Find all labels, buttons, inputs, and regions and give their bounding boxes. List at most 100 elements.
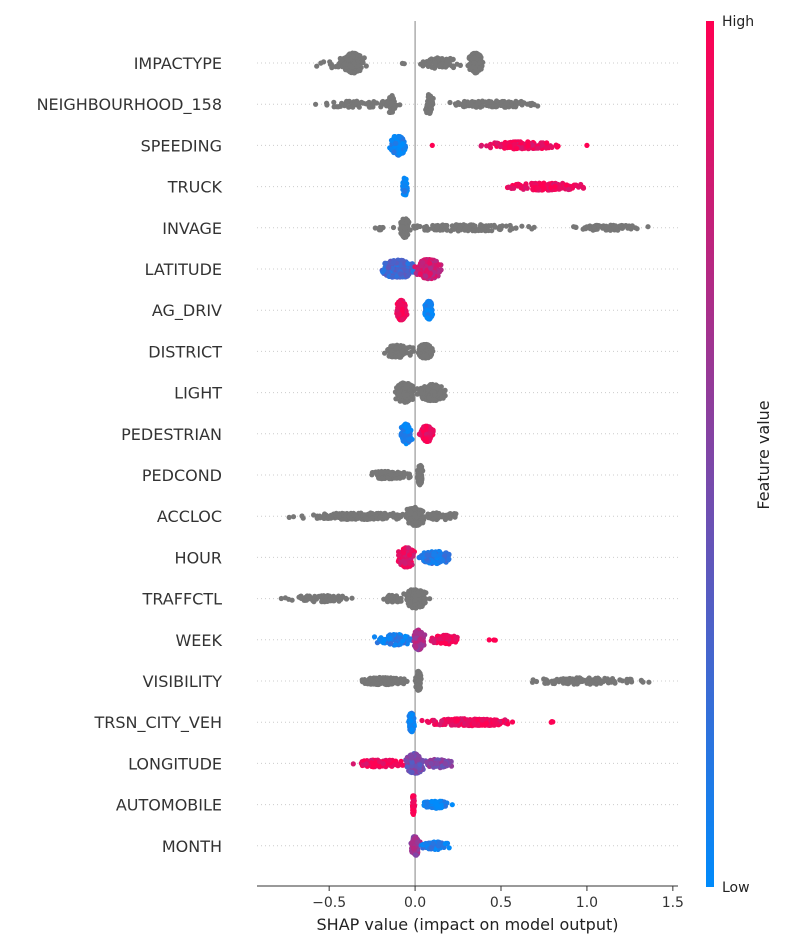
shap-point xyxy=(523,181,529,187)
shap-point xyxy=(396,135,402,141)
shap-point xyxy=(354,98,360,104)
shap-point xyxy=(438,640,444,646)
shap-point xyxy=(513,225,519,231)
shap-point xyxy=(525,142,531,149)
feature-points-district xyxy=(382,341,436,361)
shap-point xyxy=(430,516,436,522)
shap-point xyxy=(497,144,503,150)
shap-point xyxy=(486,103,492,109)
shap-point xyxy=(506,184,512,190)
shap-point xyxy=(472,223,478,229)
shap-point xyxy=(461,101,467,107)
shap-point xyxy=(571,224,577,230)
shap-point xyxy=(576,678,582,684)
shap-point xyxy=(471,64,477,70)
shap-point xyxy=(338,594,344,600)
shap-point xyxy=(421,224,427,230)
feature-points-pedcond xyxy=(369,462,426,488)
shap-point xyxy=(429,64,435,70)
shap-point xyxy=(573,182,579,188)
feature-points-accloc xyxy=(286,504,459,529)
shap-point xyxy=(419,642,425,648)
shap-point xyxy=(388,640,394,647)
shap-point xyxy=(477,64,484,71)
shap-point xyxy=(371,634,378,640)
shap-point xyxy=(417,481,423,487)
shap-point xyxy=(407,510,413,516)
shap-point xyxy=(399,316,405,323)
shap-point xyxy=(415,266,421,272)
shap-point xyxy=(402,560,408,567)
shap-point xyxy=(396,512,402,519)
shap-point xyxy=(432,60,438,66)
shap-point xyxy=(475,52,482,58)
shap-point xyxy=(343,596,350,602)
shap-point xyxy=(511,141,518,147)
feature-points-truck xyxy=(400,175,587,198)
shap-point xyxy=(395,595,401,601)
shap-point xyxy=(437,390,443,397)
shap-point xyxy=(452,514,458,520)
shap-point xyxy=(359,677,365,683)
shap-point xyxy=(435,56,441,62)
shap-point xyxy=(529,226,535,232)
shap-point xyxy=(617,677,623,683)
shap-point xyxy=(427,260,433,266)
shap-point xyxy=(415,592,422,599)
shap-point xyxy=(584,679,590,685)
shap-point xyxy=(393,140,399,146)
shap-point xyxy=(401,591,407,597)
row-guides xyxy=(257,62,678,847)
shap-point xyxy=(519,223,525,229)
shap-point xyxy=(466,225,472,231)
shap-point xyxy=(431,396,437,402)
shap-point xyxy=(544,140,550,146)
shap-point xyxy=(409,726,415,733)
shap-point xyxy=(380,98,386,105)
shap-point xyxy=(331,99,337,105)
shap-point xyxy=(548,185,554,191)
shap-point xyxy=(446,511,452,517)
shap-point xyxy=(420,260,426,266)
shap-point xyxy=(391,149,397,155)
shap-point xyxy=(427,303,433,309)
shap-point xyxy=(407,474,413,480)
shap-point xyxy=(479,227,486,233)
shap-point xyxy=(413,635,419,641)
shap-point xyxy=(436,262,442,268)
shap-point xyxy=(289,597,295,603)
shap-point xyxy=(503,223,509,229)
shap-point xyxy=(524,185,530,191)
shap-point xyxy=(417,476,423,482)
shap-point xyxy=(540,140,546,146)
shap-point xyxy=(313,101,319,107)
shap-point xyxy=(646,679,652,685)
shap-point xyxy=(377,636,383,642)
shap-point xyxy=(371,679,377,685)
shap-point xyxy=(417,636,423,642)
shap-point xyxy=(406,436,412,442)
shap-point xyxy=(473,104,479,110)
shap-point xyxy=(386,635,393,642)
shap-point xyxy=(411,506,417,512)
shap-point xyxy=(400,638,406,644)
shap-point xyxy=(628,678,634,684)
shap-point xyxy=(394,345,400,351)
shap-point xyxy=(406,552,413,558)
shap-point xyxy=(550,680,556,687)
shap-point xyxy=(501,141,507,147)
shap-point xyxy=(428,265,434,271)
shap-point xyxy=(369,515,375,521)
shap-point xyxy=(413,520,419,526)
shap-point xyxy=(407,352,413,358)
shap-point xyxy=(402,471,408,477)
shap-point xyxy=(321,59,327,65)
feature-points-impactype xyxy=(314,50,486,76)
shap-point xyxy=(434,384,440,390)
shap-point xyxy=(424,354,430,360)
shap-point xyxy=(366,104,373,110)
shap-point xyxy=(488,99,494,105)
shap-point xyxy=(347,68,353,75)
shap-point xyxy=(392,677,398,683)
shap-point xyxy=(416,684,422,691)
